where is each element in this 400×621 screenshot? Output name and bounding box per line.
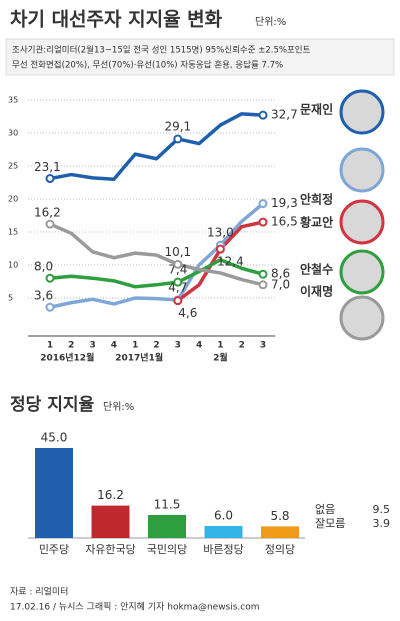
note: 무선 전화면접(20%), 무선(70%)·유선(10%) 자동응답 혼용, 응… bbox=[12, 60, 283, 71]
point bbox=[258, 280, 268, 290]
bar bbox=[35, 448, 73, 538]
bar bbox=[91, 505, 130, 538]
x-group-label: 2017년1월 bbox=[115, 352, 163, 364]
category-label: 바른정당 bbox=[203, 543, 243, 556]
x-tick-label: 1 bbox=[47, 341, 53, 351]
value-label: 6.0 bbox=[214, 509, 233, 523]
point bbox=[258, 110, 268, 120]
value-label: 13,0 bbox=[207, 226, 234, 240]
category-label: 자유한국당 bbox=[85, 543, 136, 556]
legend-label: 안희정 bbox=[300, 192, 333, 207]
point bbox=[215, 244, 225, 254]
line bbox=[49, 222, 264, 287]
bar bbox=[261, 526, 299, 538]
x-tick-label: 2 bbox=[68, 341, 74, 351]
bar-title: 정당 지지율 bbox=[10, 395, 94, 415]
value-label: 19,3 bbox=[271, 196, 298, 210]
point bbox=[173, 296, 183, 306]
legend-label: 문재인 bbox=[300, 102, 333, 117]
value-label: 4,7 bbox=[168, 280, 187, 294]
point bbox=[258, 269, 268, 279]
photo bbox=[339, 249, 385, 295]
other-label: 없음 bbox=[315, 503, 335, 516]
photo bbox=[339, 89, 385, 135]
photo bbox=[339, 295, 385, 341]
value-label: 4,6 bbox=[178, 306, 197, 320]
x-tick-label: 1 bbox=[217, 341, 223, 351]
photo bbox=[339, 147, 385, 193]
source: 자료 : 리얼미터 bbox=[10, 587, 68, 598]
value-label: 3,6 bbox=[34, 289, 53, 303]
point bbox=[45, 302, 55, 312]
x-tick-label: 3 bbox=[260, 341, 266, 351]
note: 조사기관:리얼미터(2월13~15일 전국 성인 1515명) 95%신뢰수준 … bbox=[12, 45, 311, 56]
value-label: 7,4 bbox=[168, 263, 187, 277]
value-label: 10,1 bbox=[164, 245, 191, 259]
point bbox=[45, 273, 55, 283]
x-group-label: 2월 bbox=[213, 352, 228, 364]
y-tick-label: 5 bbox=[8, 294, 13, 303]
x-tick-label: 3 bbox=[89, 341, 95, 351]
other-value: 3.9 bbox=[373, 517, 391, 530]
y-tick-label: 25 bbox=[8, 162, 18, 171]
point bbox=[258, 217, 268, 227]
point bbox=[173, 134, 183, 144]
value-label: 8,6 bbox=[271, 267, 290, 281]
bar bbox=[148, 515, 186, 538]
category-label: 정의당 bbox=[265, 543, 295, 556]
y-tick-label: 15 bbox=[8, 228, 18, 237]
legend-label: 안철수 bbox=[300, 262, 333, 277]
category-label: 국민의당 bbox=[147, 543, 187, 556]
legend-label: 황교안 bbox=[300, 215, 333, 230]
value-label: 8,0 bbox=[34, 260, 53, 274]
y-tick-label: 30 bbox=[8, 129, 18, 138]
y-tick-label: 10 bbox=[8, 261, 18, 270]
value-label: 16.2 bbox=[97, 488, 124, 502]
line bbox=[49, 202, 265, 309]
legend-label: 이재명 bbox=[300, 284, 333, 299]
other-value: 9.5 bbox=[373, 503, 391, 516]
x-tick-label: 2 bbox=[239, 341, 245, 351]
value-label: 11.5 bbox=[154, 498, 181, 512]
x-group-label: 2016년12월 bbox=[40, 352, 94, 364]
value-label: 12,4 bbox=[217, 255, 244, 269]
value-label: 7,0 bbox=[271, 277, 290, 291]
point bbox=[173, 277, 183, 287]
unit: 단위:% bbox=[255, 15, 286, 28]
y-tick-label: 35 bbox=[8, 96, 18, 105]
bar bbox=[204, 526, 243, 538]
x-tick-label: 4 bbox=[111, 341, 117, 351]
x-tick-label: 4 bbox=[196, 341, 202, 351]
note-box bbox=[5, 38, 395, 76]
value-label: 45.0 bbox=[41, 431, 68, 445]
line bbox=[49, 257, 264, 289]
y-tick-label: 20 bbox=[8, 195, 18, 204]
value-label: 5.8 bbox=[270, 509, 289, 523]
bar-unit: 단위:% bbox=[103, 400, 134, 413]
value-label: 16,2 bbox=[34, 206, 61, 220]
x-tick-label: 1 bbox=[132, 341, 138, 351]
value-label: 16,5 bbox=[271, 215, 298, 229]
point bbox=[173, 259, 183, 269]
title: 차기 대선주자 지지율 변화 bbox=[10, 9, 223, 31]
category-label: 민주당 bbox=[39, 543, 69, 556]
x-tick-label: 3 bbox=[175, 341, 181, 351]
value-label: 29,1 bbox=[164, 119, 191, 133]
value-label: 32,7 bbox=[271, 108, 298, 122]
value-label: 23,1 bbox=[34, 160, 61, 174]
point bbox=[258, 199, 268, 209]
photo bbox=[339, 199, 385, 245]
point bbox=[45, 174, 55, 184]
point bbox=[45, 219, 55, 229]
credit: 17.02.16 / 뉴시스 그래픽 : 안지혜 기자 hokma@newsis… bbox=[10, 601, 260, 613]
other-label: 잘모름 bbox=[315, 517, 345, 530]
x-tick-label: 2 bbox=[153, 341, 159, 351]
line bbox=[49, 112, 264, 181]
